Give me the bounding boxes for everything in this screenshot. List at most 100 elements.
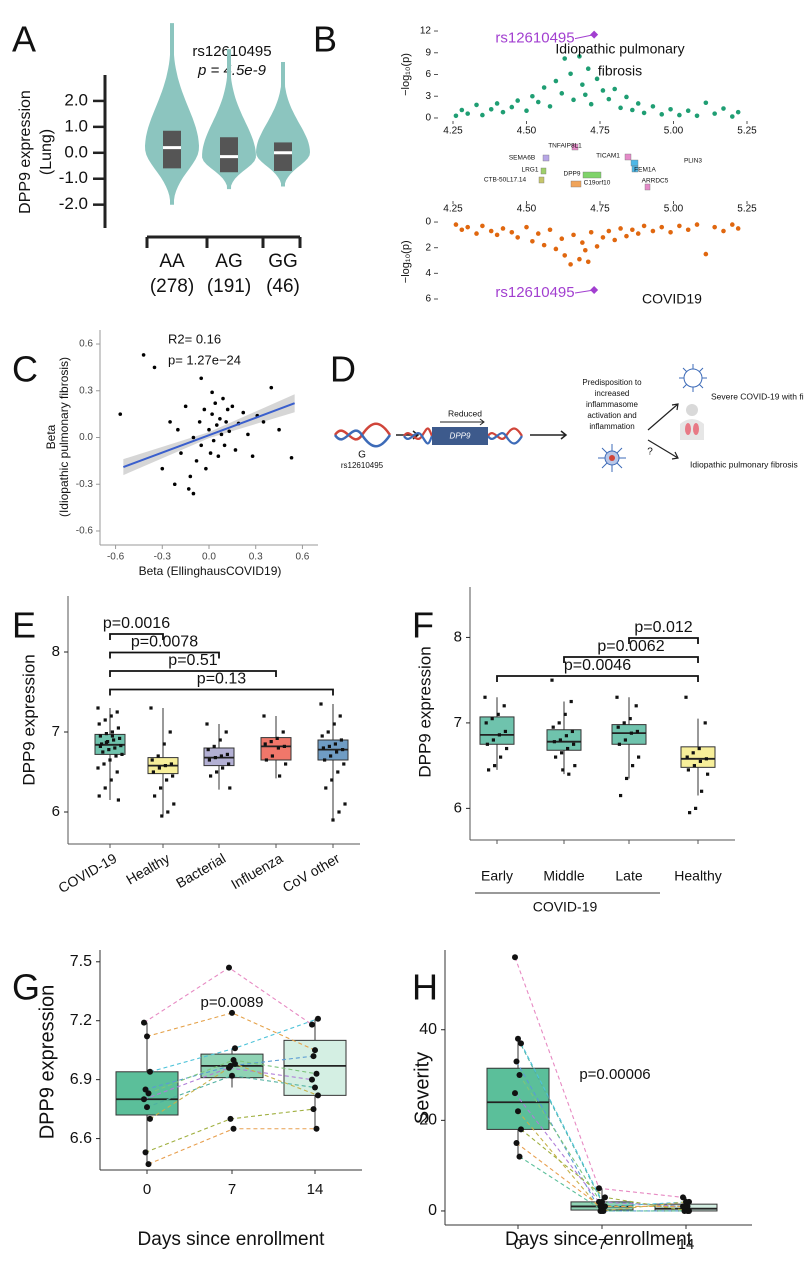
icon-center [609, 455, 615, 461]
panel-label: D [330, 349, 356, 390]
point [216, 454, 221, 458]
point [453, 222, 459, 227]
point [622, 721, 626, 725]
point [618, 105, 623, 111]
point [323, 758, 327, 762]
point [156, 754, 160, 758]
point [98, 744, 102, 748]
point [594, 76, 600, 82]
category-count: (46) [266, 276, 300, 297]
point [226, 1064, 232, 1071]
point [225, 407, 230, 412]
annotation: R2= 0.16 [168, 331, 221, 346]
point [686, 768, 690, 772]
point [551, 725, 555, 729]
point [269, 740, 273, 744]
point [541, 85, 547, 90]
point [197, 420, 202, 424]
point [227, 762, 231, 766]
point [502, 704, 506, 708]
point [333, 742, 337, 746]
x-tick-label: AG [215, 251, 242, 272]
point [617, 742, 621, 746]
point [163, 764, 167, 768]
point [183, 404, 188, 409]
point [685, 227, 691, 233]
y-axis-label: Severity [411, 1052, 433, 1124]
y-axis-label: DPP9 expression [36, 985, 58, 1140]
point [596, 1198, 602, 1205]
x-tick-label: -0.3 [154, 552, 172, 563]
outcome-text: Severe COVID-19 with fibrosis [711, 391, 804, 401]
panel-label: B [313, 19, 337, 60]
x-tick-label: 7 [598, 1236, 606, 1253]
y-tick-label: 0 [425, 113, 431, 124]
point [518, 1126, 524, 1133]
p-value: p=0.012 [634, 619, 692, 636]
point [153, 794, 157, 798]
point [606, 96, 612, 102]
point [264, 758, 268, 762]
point [147, 1115, 153, 1122]
point [562, 253, 568, 258]
point [680, 1194, 686, 1201]
point [553, 78, 559, 84]
point [232, 1045, 238, 1052]
point [218, 738, 222, 742]
gene-box [432, 427, 488, 445]
point [141, 353, 146, 357]
point [113, 746, 117, 750]
point [600, 1207, 607, 1214]
y-tick-label: 2 [425, 242, 431, 253]
box [220, 137, 238, 173]
point [118, 412, 123, 416]
person-head [686, 404, 698, 416]
highlight-point [590, 30, 599, 39]
annotation: p=0.0089 [201, 994, 264, 1011]
point [494, 101, 500, 106]
gene-label: ARRDC5 [642, 178, 669, 185]
point [315, 1092, 321, 1099]
point [329, 754, 333, 758]
point [241, 410, 246, 415]
point [641, 110, 647, 116]
y-tick-label: -1.0 [59, 168, 88, 187]
chart-title: Idiopathic pulmonary [555, 41, 684, 57]
category-count: (191) [207, 276, 251, 297]
point [637, 755, 641, 759]
point [630, 227, 635, 233]
x-tick-label: -0.6 [107, 552, 125, 563]
point [110, 734, 114, 738]
highlight-label: rs12610495 [495, 284, 574, 301]
point [503, 729, 507, 734]
point [191, 435, 196, 440]
point [230, 1125, 237, 1132]
point [330, 778, 334, 782]
point [585, 259, 591, 265]
arrow [530, 430, 568, 440]
point [583, 92, 588, 98]
point [600, 235, 606, 240]
x-tick-label: 14 [678, 1236, 695, 1253]
y-tick-label: 40 [419, 1021, 437, 1038]
point [571, 232, 576, 238]
x-axis-label: Beta (EllinghausCOVID19) [139, 564, 282, 578]
point [659, 112, 665, 117]
highlight-label: rs12610495 [495, 30, 574, 47]
mechanism-text: inflammasome [586, 400, 639, 409]
point [577, 256, 582, 262]
point [588, 101, 594, 107]
p-value: p=0.13 [197, 671, 246, 688]
point [509, 104, 515, 110]
point [166, 810, 170, 814]
point [684, 695, 688, 699]
point [96, 706, 100, 710]
point [281, 730, 285, 734]
point [152, 365, 157, 370]
point [114, 754, 118, 758]
y-tick-label: 7 [52, 723, 60, 740]
point [222, 443, 227, 448]
gene-label: LRG1 [522, 167, 539, 174]
point [721, 228, 726, 234]
point [568, 71, 573, 77]
